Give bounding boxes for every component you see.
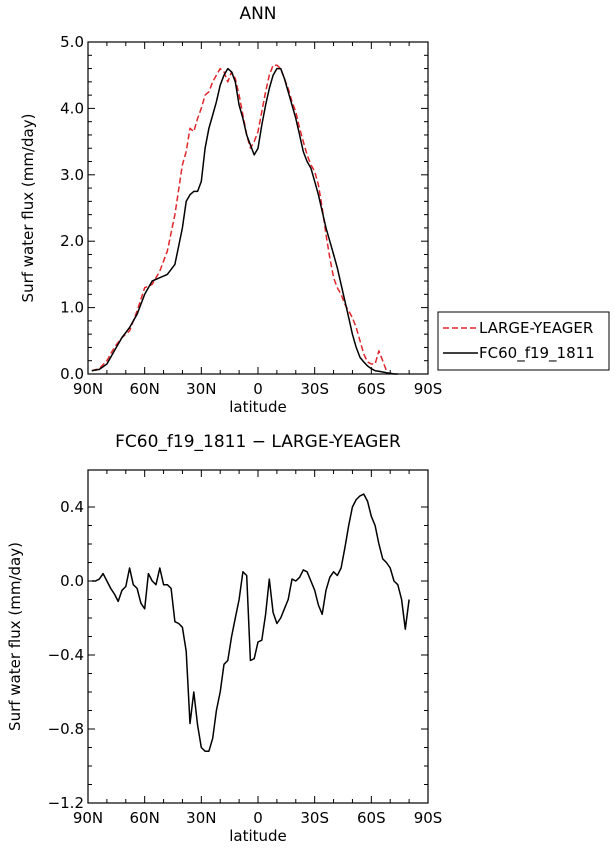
legend-label: LARGE-YEAGER: [479, 319, 593, 337]
y-tick-label: 0.0: [60, 572, 84, 590]
y-tick-label: 2.0: [60, 232, 84, 250]
x-tick-label: 60N: [130, 809, 160, 827]
y-tick-label: 5.0: [60, 33, 84, 51]
chart-title: FC60_f19_1811 − LARGE-YEAGER: [115, 432, 401, 452]
x-tick-label: 30N: [186, 809, 216, 827]
legend-label: FC60_f19_1811: [479, 344, 595, 363]
y-tick-label: −0.8: [48, 720, 84, 738]
x-tick-label: 0: [253, 380, 263, 398]
y-tick-label: −0.4: [48, 646, 84, 664]
x-tick-label: 60S: [357, 809, 386, 827]
x-axis-label: latitude: [229, 827, 287, 845]
x-tick-label: 90N: [73, 380, 103, 398]
series-line-fc60-f19-1811-large-yeager: [91, 493, 410, 752]
y-tick-label: 1.0: [60, 299, 84, 317]
plot-frame: [87, 469, 429, 804]
x-tick-label: 90S: [414, 809, 443, 827]
y-axis-label: Surf water flux (mm/day): [19, 114, 37, 303]
y-tick-label: 3.0: [60, 166, 84, 184]
y-tick-label: 0.4: [60, 498, 84, 516]
chart-title: ANN: [239, 4, 276, 24]
x-tick-label: 30S: [300, 809, 329, 827]
y-tick-label: −1.2: [48, 794, 84, 812]
x-tick-label: 0: [253, 809, 263, 827]
x-tick-label: 90N: [73, 809, 103, 827]
y-tick-label: 0.0: [60, 365, 84, 383]
x-tick-label: 30S: [300, 380, 329, 398]
x-tick-label: 90S: [414, 380, 443, 398]
y-tick-label: 4.0: [60, 99, 84, 117]
series-line-fc60-f19-1811: [91, 67, 398, 375]
x-axis-label: latitude: [229, 398, 287, 416]
series-line-large-yeager: [91, 64, 388, 372]
x-tick-label: 60N: [130, 380, 160, 398]
legend-box: [437, 311, 610, 371]
x-tick-label: 60S: [357, 380, 386, 398]
y-axis-label: Surf water flux (mm/day): [6, 542, 24, 731]
x-tick-label: 30N: [186, 380, 216, 398]
plot-frame: [87, 41, 429, 375]
